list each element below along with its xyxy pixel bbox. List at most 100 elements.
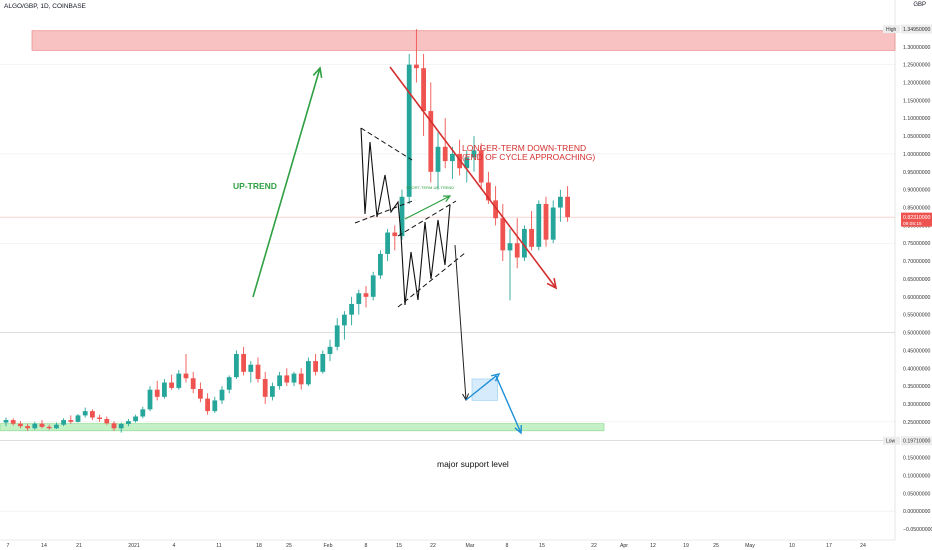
chart-symbol-header: ALGO/GBP, 1D, COINBASE — [4, 3, 86, 10]
candle-body — [169, 382, 174, 388]
short-uptrend-label: SHORT-TERM UP-TREND — [406, 185, 454, 190]
candle-body — [522, 228, 527, 258]
y-tick-label: 0.85000000 — [903, 206, 931, 212]
downtrend-label-2: (END OF CYCLE APPROACHING) — [462, 152, 595, 162]
support-label: major support level — [437, 459, 509, 469]
price-tag-high-name-text: High — [886, 27, 897, 33]
uptrend-label: UP-TREND — [233, 181, 277, 191]
candle-body — [46, 426, 52, 429]
candle-body — [370, 275, 376, 297]
candle-body — [378, 253, 383, 276]
x-tick-label: 17 — [826, 543, 832, 549]
candle-body — [421, 68, 426, 112]
candle-body — [478, 150, 484, 183]
channel-lower — [397, 252, 466, 308]
x-tick-label: 15 — [396, 543, 402, 549]
y-tick-label: 0.25000000 — [903, 420, 931, 426]
y-tick-label: 1.10000000 — [903, 116, 931, 122]
x-tick-label: 2021 — [128, 543, 140, 549]
candle-body — [111, 423, 117, 429]
candle-body — [428, 111, 434, 172]
x-tick-label: 8 — [365, 543, 368, 549]
candle-body — [140, 409, 146, 417]
candle-body — [414, 64, 419, 69]
y-tick-label: 1.25000000 — [903, 63, 931, 69]
projection-path — [465, 374, 522, 434]
y-tick-label: 0.00000000 — [903, 509, 931, 515]
price-tag-low — [901, 436, 932, 446]
price-tag-low-value: 0.19710000 — [903, 439, 931, 445]
candle-body — [190, 378, 196, 389]
candle-body — [176, 373, 182, 388]
candle-body — [133, 416, 138, 422]
triangle-upper — [360, 127, 413, 161]
candle-body — [536, 203, 542, 247]
uptrend-arrow — [252, 67, 321, 298]
candle-body — [327, 346, 333, 354]
x-tick-label: 19 — [683, 543, 689, 549]
x-axis: 7 14 21 2021 4 11 18 25 Feb 8 15 22 Mar 8 15 22 Apr 12 19 2… — [0, 539, 895, 549]
candle-body — [10, 420, 16, 424]
candle-body — [212, 400, 218, 412]
candle-body — [406, 64, 412, 197]
x-tick-label: 10 — [789, 543, 795, 549]
x-tick-label: 24 — [860, 543, 866, 549]
price-path-zigzag — [360, 127, 451, 306]
x-tick-label: Mar — [466, 543, 475, 549]
candle-body — [97, 417, 102, 419]
candle-body — [349, 303, 354, 315]
candle-body — [118, 423, 124, 429]
uptrend-arrow-head — [312, 66, 323, 78]
candle-body — [342, 314, 347, 326]
candle-body — [450, 153, 455, 162]
price-tag-low-name-text: Low — [886, 439, 896, 445]
y-tick-label: 0.40000000 — [903, 366, 931, 372]
candle-body — [320, 353, 326, 372]
candle-body — [61, 420, 66, 425]
y-tick-label: 0.45000000 — [903, 348, 931, 354]
candle-body — [392, 232, 398, 237]
candle-body — [226, 377, 232, 390]
y-axis: −0.05000000 0.00000000 0.05000000 0.1000000… — [883, 24, 932, 533]
candle-body — [313, 361, 318, 372]
y-tick-label: 0.60000000 — [903, 295, 931, 301]
x-tick-label: May — [745, 543, 755, 549]
downtrend-arrow-head — [546, 278, 558, 290]
candle-body — [90, 411, 95, 418]
x-tick-label: 22 — [430, 543, 436, 549]
x-tick-label: 8 — [506, 543, 509, 549]
x-tick-label: 4 — [173, 543, 176, 549]
candle-body — [284, 375, 290, 383]
candle-body — [543, 203, 549, 240]
candle-body — [219, 389, 225, 401]
candle-body — [255, 364, 261, 379]
candle-body — [18, 423, 23, 427]
candle-body — [104, 418, 110, 424]
x-tick-label: 14 — [41, 543, 47, 549]
x-tick-label: 7 — [7, 543, 10, 549]
candle-body — [298, 373, 304, 385]
candle-body — [486, 182, 491, 201]
y-tick-label: 0.10000000 — [903, 473, 931, 479]
candle-body — [205, 398, 210, 412]
y-tick-label: 0.15000000 — [903, 456, 931, 462]
candle-body — [234, 353, 239, 378]
x-tick-label: 15 — [539, 543, 545, 549]
price-tag-low-name — [883, 436, 900, 445]
candle-body — [147, 389, 153, 410]
channel-upper — [397, 200, 457, 237]
candle-body — [183, 373, 189, 379]
zone-resistance — [31, 30, 896, 51]
candle-body — [277, 375, 282, 387]
candle-body — [25, 426, 30, 429]
candle-series — [3, 29, 570, 433]
zone-support — [0, 423, 605, 432]
candle-body — [82, 411, 88, 416]
y-tick-label: 0.50000000 — [903, 331, 931, 337]
short-uptrend-arrow — [404, 195, 451, 220]
candle-body — [248, 364, 254, 372]
candle-body — [241, 353, 246, 372]
trend-drawings — [252, 66, 558, 435]
triangle-lower — [354, 199, 416, 224]
